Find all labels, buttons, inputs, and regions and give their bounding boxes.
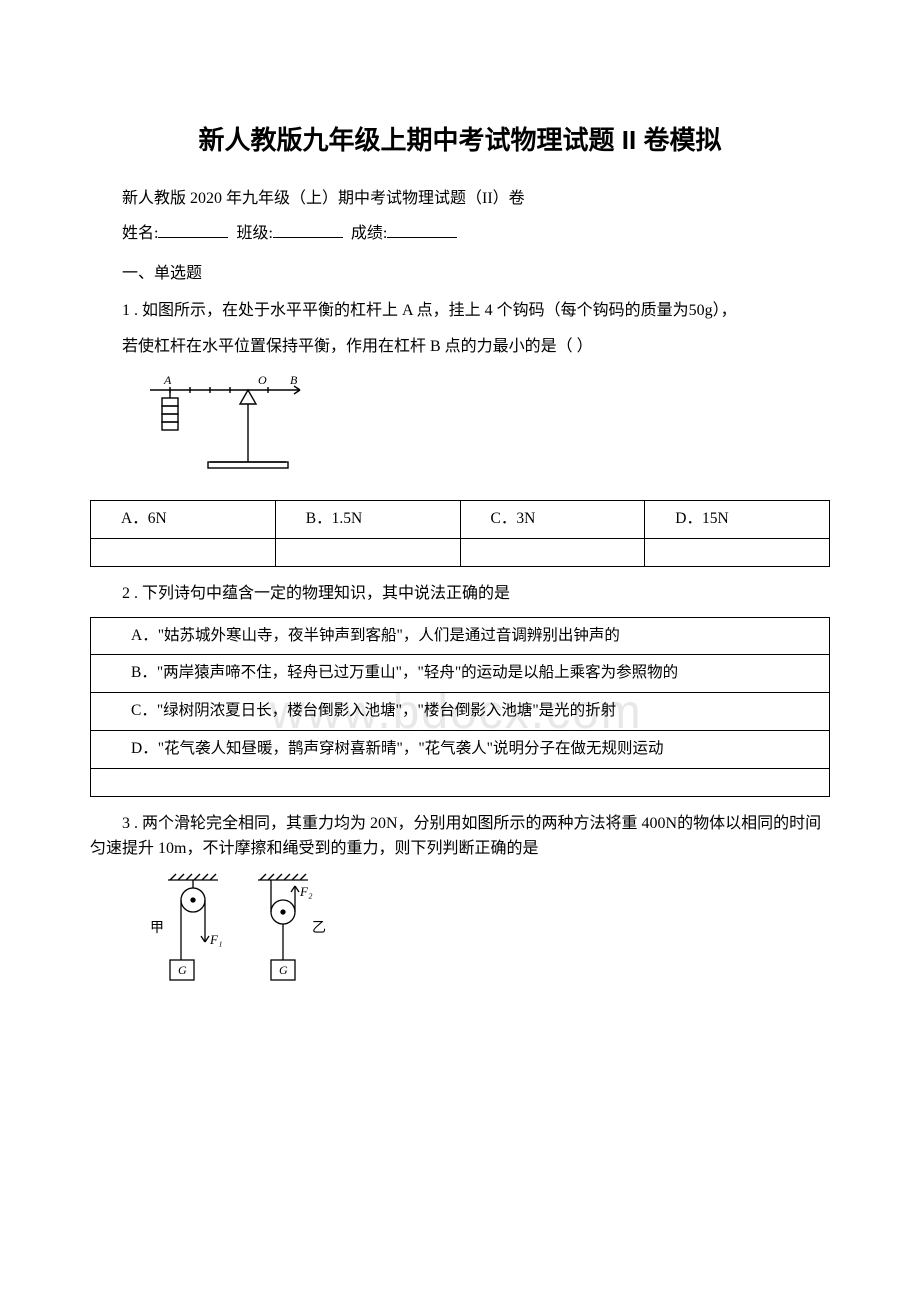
class-label: 班级: bbox=[236, 225, 272, 242]
q3-fig-g-right: G bbox=[279, 963, 288, 977]
q1-blank-d bbox=[645, 538, 830, 566]
q2-blank bbox=[91, 768, 830, 796]
q3-fig-left-label: 甲 bbox=[150, 921, 164, 936]
q2-stem: 2 . 下列诗句中蕴含一定的物理知识，其中说法正确的是 bbox=[90, 581, 830, 607]
q1-blank-b bbox=[275, 538, 460, 566]
q3-fig-f2: F₂ bbox=[299, 884, 313, 899]
class-blank[interactable] bbox=[273, 222, 343, 238]
q3-figure: 甲 F₁ G 乙 F₂ G bbox=[140, 872, 830, 1001]
score-label: 成绩: bbox=[351, 225, 387, 242]
q1-blank-c bbox=[460, 538, 645, 566]
q1-stem-2: 若使杠杆在水平位置保持平衡，作用在杠杆 B 点的力最小的是（ ） bbox=[90, 334, 830, 360]
name-blank[interactable] bbox=[158, 222, 228, 238]
q1-option-b: B．1.5N bbox=[275, 501, 460, 539]
q1-blank-a bbox=[91, 538, 276, 566]
q1-option-c: C．3N bbox=[460, 501, 645, 539]
q3-fig-right-label: 乙 bbox=[312, 920, 326, 936]
q3-fig-f1: F₁ bbox=[209, 932, 222, 947]
q1-figure: A O B bbox=[140, 370, 830, 489]
score-blank[interactable] bbox=[387, 222, 457, 238]
q1-option-a: A．6N bbox=[91, 501, 276, 539]
q1-fig-label-b: B bbox=[290, 373, 298, 387]
q3-stem: 3 . 两个滑轮完全相同，其重力均为 20N，分别用如图所示的两种方法将重 40… bbox=[90, 811, 830, 862]
q1-option-d: D．15N bbox=[645, 501, 830, 539]
section-1-heading: 一、单选题 bbox=[90, 261, 830, 287]
q2-option-b: B．"两岸猿声啼不住，轻舟已过万重山"，"轻舟"的运动是以船上乘客为参照物的 bbox=[91, 655, 830, 693]
q1-fig-label-o: O bbox=[258, 373, 267, 387]
q2-option-a: A．"姑苏城外寒山寺，夜半钟声到客船"，人们是通过音调辨别出钟声的 bbox=[91, 617, 830, 655]
q2-options-table: A．"姑苏城外寒山寺，夜半钟声到客船"，人们是通过音调辨别出钟声的 B．"两岸猿… bbox=[90, 617, 830, 797]
q1-fig-label-a: A bbox=[163, 373, 172, 387]
q2-option-d: D．"花气袭人知昼暖，鹊声穿树喜新晴"，"花气袭人"说明分子在做无规则运动 bbox=[91, 730, 830, 768]
q1-options-table: A．6N B．1.5N C．3N D．15N bbox=[90, 500, 830, 567]
name-label: 姓名: bbox=[122, 225, 158, 242]
q1-stem-1: 1 . 如图所示，在处于水平平衡的杠杆上 A 点，挂上 4 个钩码（每个钩码的质… bbox=[90, 298, 830, 324]
subtitle: 新人教版 2020 年九年级（上）期中考试物理试题（II）卷 bbox=[90, 186, 830, 212]
info-line: 姓名: 班级: 成绩: bbox=[90, 221, 830, 247]
q3-fig-g-left: G bbox=[178, 963, 187, 977]
page-title: 新人教版九年级上期中考试物理试题 II 卷模拟 bbox=[90, 120, 830, 162]
q2-option-c: C．"绿树阴浓夏日长，楼台倒影入池塘"，"楼台倒影入池塘"是光的折射 bbox=[91, 693, 830, 731]
